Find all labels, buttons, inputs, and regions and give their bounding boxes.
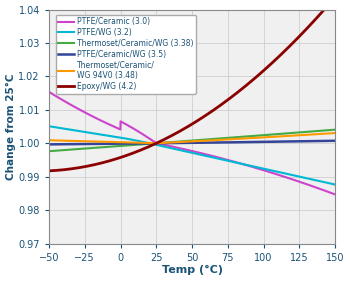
- Thermoset/Ceramic/WG (3.38): [272, 133, 276, 136]
- PTFE/Ceramic/WG (3.5): [178, 141, 183, 145]
- Thermoset/Ceramic/
WG 94V0 (3.48): [186, 140, 190, 143]
- Thermoset/Ceramic/WG (3.38): [186, 139, 190, 142]
- Epoxy/WG (4.2): [325, 5, 329, 8]
- PTFE/Ceramic (3.0): [186, 148, 190, 152]
- PTFE/Ceramic (3.0): [325, 190, 329, 193]
- Epoxy/WG (4.2): [47, 169, 51, 173]
- PTFE/Ceramic (3.0): [178, 147, 183, 150]
- Line: PTFE/WG (3.2): PTFE/WG (3.2): [49, 126, 335, 185]
- PTFE/Ceramic (3.0): [325, 190, 329, 193]
- Thermoset/Ceramic/
WG 94V0 (3.48): [47, 139, 51, 142]
- PTFE/Ceramic (3.0): [333, 193, 337, 196]
- PTFE/WG (3.2): [325, 181, 329, 184]
- Line: PTFE/Ceramic (3.0): PTFE/Ceramic (3.0): [49, 92, 335, 194]
- PTFE/WG (3.2): [333, 183, 337, 186]
- Thermoset/Ceramic/
WG 94V0 (3.48): [325, 132, 329, 135]
- PTFE/Ceramic (3.0): [62, 99, 66, 102]
- Line: PTFE/Ceramic/WG (3.5): PTFE/Ceramic/WG (3.5): [49, 141, 335, 144]
- PTFE/Ceramic/WG (3.5): [47, 143, 51, 146]
- Thermoset/Ceramic/
WG 94V0 (3.48): [333, 131, 337, 135]
- PTFE/Ceramic (3.0): [272, 172, 276, 175]
- Epoxy/WG (4.2): [62, 168, 66, 171]
- Thermoset/Ceramic/
WG 94V0 (3.48): [178, 140, 183, 144]
- Thermoset/Ceramic/WG (3.38): [47, 149, 51, 153]
- Thermoset/Ceramic/WG (3.38): [62, 148, 66, 152]
- Thermoset/Ceramic/WG (3.38): [325, 129, 329, 132]
- PTFE/Ceramic/WG (3.5): [186, 141, 190, 144]
- Thermoset/Ceramic/
WG 94V0 (3.48): [325, 132, 329, 135]
- PTFE/Ceramic/WG (3.5): [325, 139, 329, 142]
- PTFE/WG (3.2): [62, 127, 66, 130]
- Epoxy/WG (4.2): [178, 129, 183, 132]
- PTFE/Ceramic/WG (3.5): [325, 139, 329, 142]
- Line: Thermoset/Ceramic/
WG 94V0 (3.48): Thermoset/Ceramic/ WG 94V0 (3.48): [49, 133, 335, 143]
- PTFE/WG (3.2): [272, 169, 276, 173]
- Epoxy/WG (4.2): [272, 59, 276, 63]
- Thermoset/Ceramic/WG (3.38): [333, 128, 337, 131]
- Thermoset/Ceramic/
WG 94V0 (3.48): [62, 139, 66, 142]
- PTFE/WG (3.2): [47, 124, 51, 128]
- PTFE/WG (3.2): [178, 149, 183, 152]
- PTFE/WG (3.2): [186, 150, 190, 154]
- PTFE/Ceramic (3.0): [47, 90, 51, 94]
- Thermoset/Ceramic/
WG 94V0 (3.48): [154, 142, 158, 145]
- Line: Thermoset/Ceramic/WG (3.38): Thermoset/Ceramic/WG (3.38): [49, 130, 335, 151]
- Thermoset/Ceramic/WG (3.38): [325, 129, 329, 132]
- Y-axis label: Change from 25°C: Change from 25°C: [6, 73, 16, 180]
- PTFE/Ceramic/WG (3.5): [272, 140, 276, 143]
- PTFE/Ceramic/WG (3.5): [62, 142, 66, 146]
- PTFE/Ceramic/WG (3.5): [333, 139, 337, 142]
- Thermoset/Ceramic/
WG 94V0 (3.48): [272, 135, 276, 139]
- Legend: PTFE/Ceramic (3.0), PTFE/WG (3.2), Thermoset/Ceramic/WG (3.38), PTFE/Ceramic/WG : PTFE/Ceramic (3.0), PTFE/WG (3.2), Therm…: [56, 15, 196, 94]
- PTFE/WG (3.2): [325, 181, 329, 184]
- Epoxy/WG (4.2): [325, 5, 329, 8]
- Line: Epoxy/WG (4.2): Epoxy/WG (4.2): [49, 0, 335, 171]
- Thermoset/Ceramic/WG (3.38): [178, 140, 183, 143]
- X-axis label: Temp (°C): Temp (°C): [162, 265, 223, 275]
- Epoxy/WG (4.2): [186, 125, 190, 128]
